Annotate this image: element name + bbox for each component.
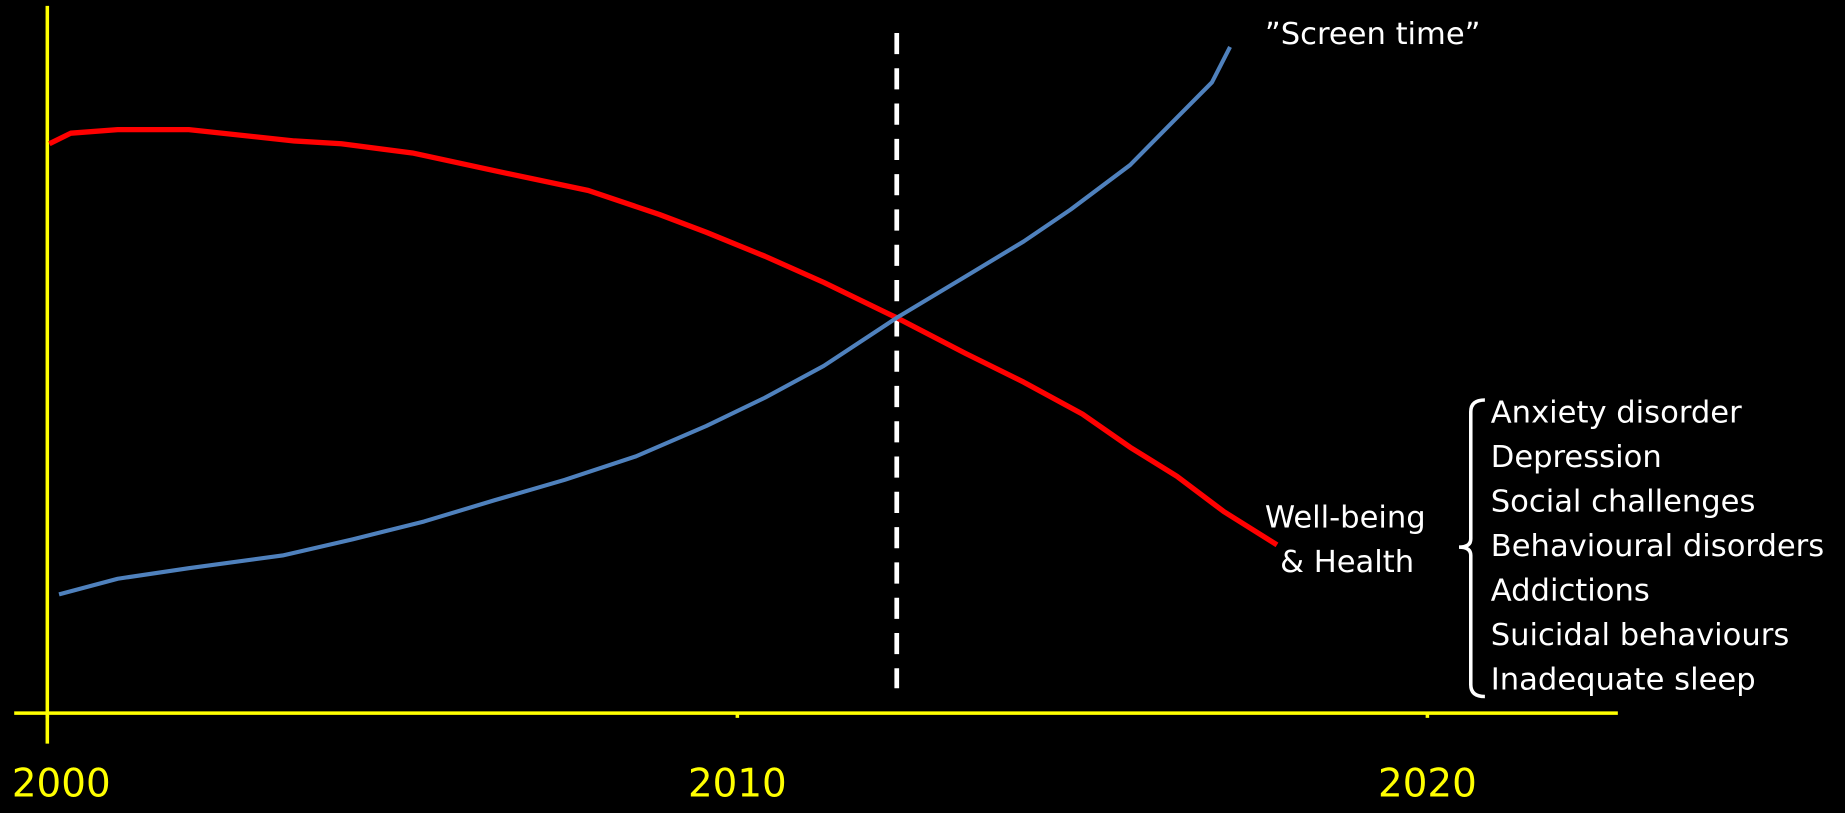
list-item: Behavioural disorders (1491, 529, 1824, 564)
series-label: & Health (1280, 545, 1414, 580)
x-tick-label: 2000 (12, 761, 111, 806)
list-item: Suicidal behaviours (1491, 618, 1789, 653)
list-item: Inadequate sleep (1491, 662, 1756, 697)
series-label: ”Screen time” (1265, 17, 1481, 52)
line-series (58, 46, 1232, 597)
line-series (48, 127, 1279, 548)
bracket (1458, 398, 1485, 699)
series-label: Well-being (1265, 500, 1426, 535)
list-item: Depression (1491, 440, 1662, 475)
x-tick-label: 2020 (1378, 761, 1477, 806)
list-item: Anxiety disorder (1491, 396, 1742, 431)
list-item: Addictions (1491, 574, 1650, 609)
list-item: Social challenges (1491, 485, 1756, 520)
x-tick-label: 2010 (688, 761, 787, 806)
